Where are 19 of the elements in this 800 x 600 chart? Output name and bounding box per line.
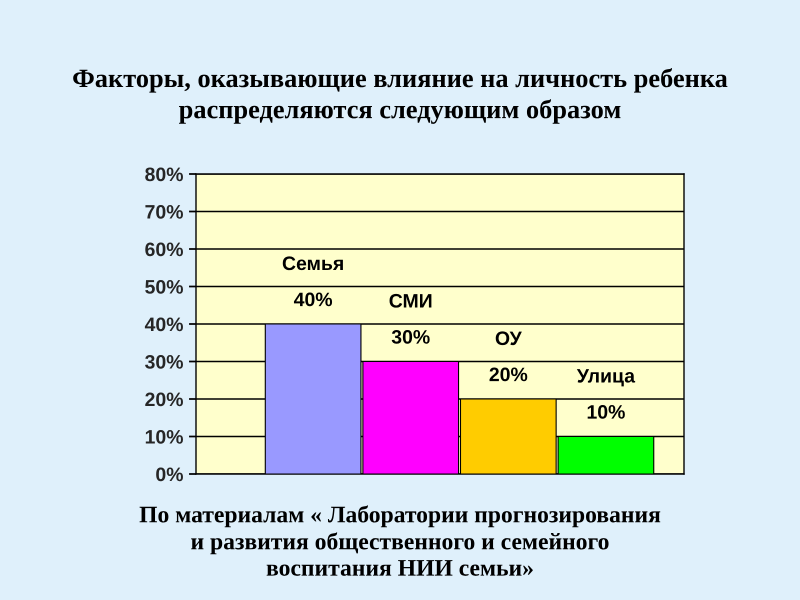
x-tick-label: СМИ bbox=[390, 294, 432, 308]
data-label: 40% bbox=[294, 292, 332, 306]
x-tick-label: Улица bbox=[576, 369, 636, 386]
x-tick-label: Семья bbox=[282, 256, 343, 270]
y-tick-label: 10% bbox=[146, 430, 183, 444]
x-tick-label: ОУ bbox=[496, 331, 522, 346]
y-tick-label: 0% bbox=[156, 467, 183, 482]
chart-title: Факторы, оказывающие влияние на личность ребенка распределяются следующим образом bbox=[73, 68, 728, 124]
data-label: 20% bbox=[490, 368, 528, 382]
text: По материалам « Лаборатории прогнозирования и развития общественного и семейного воспитания НИИ семьи» bbox=[140, 505, 660, 576]
y-tick-label: 50% bbox=[145, 280, 183, 294]
y-tick-label: 60% bbox=[145, 242, 183, 256]
y-tick-label: 20% bbox=[145, 392, 183, 406]
y-tick-label: 30% bbox=[145, 354, 183, 369]
y-tick-label: 70% bbox=[145, 204, 183, 219]
data-label: 10% bbox=[588, 405, 625, 419]
y-tick-label: 40% bbox=[144, 317, 183, 332]
y-tick-label: 80% bbox=[145, 167, 183, 182]
data-label: 30% bbox=[392, 330, 430, 344]
